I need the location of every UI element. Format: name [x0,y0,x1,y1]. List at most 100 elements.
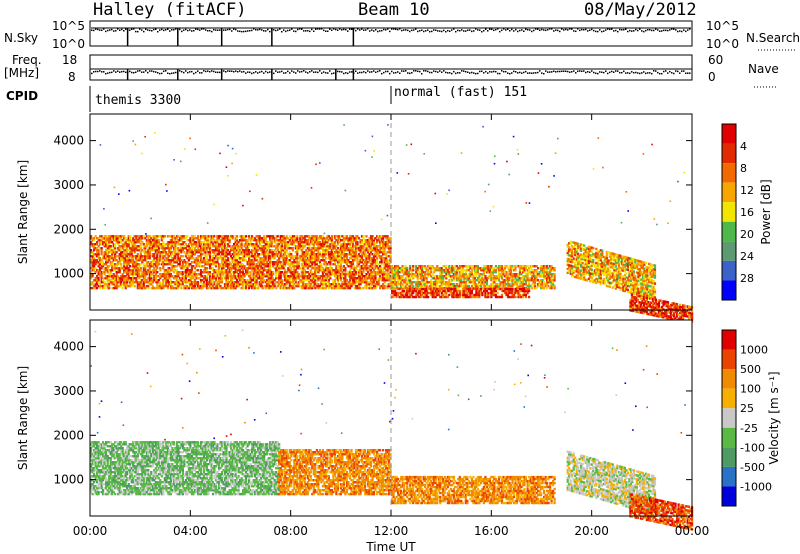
range-gate-cell [284,241,287,244]
range-gate-cell [240,245,243,248]
range-gate-cell [354,243,358,246]
nsky-point [437,30,439,32]
range-gate-cell [282,275,285,278]
range-gate-cell [93,265,96,268]
range-gate-cell [348,277,352,280]
range-gate-cell [284,245,287,248]
range-gate-cell [220,263,224,266]
range-gate-cell [380,239,383,242]
range-gate-cell [233,257,236,260]
range-gate-cell [91,251,94,254]
range-gate-cell [230,275,233,278]
nave-point [635,71,637,74]
range-gate-cell [303,269,306,272]
range-gate-cell [205,263,209,266]
range-gate-cell [156,283,159,286]
range-gate-cell [354,241,358,244]
range-gate-cell [386,235,389,238]
range-gate-cell [243,265,246,268]
range-gate-cell [138,263,141,266]
range-gate-cell [242,273,245,276]
range-gate-cell [345,243,348,246]
range-gate-cell [291,284,294,288]
range-gate-cell [111,237,114,240]
nave-point [543,72,545,75]
nsky-point [641,30,643,32]
range-gate-cell [416,277,419,280]
range-gate-cell [91,275,94,278]
nave-point [255,71,257,73]
range-gate-cell [427,271,430,274]
range-gate-cell [451,271,454,274]
range-gate-cell [336,247,339,250]
range-gate-cell [457,269,460,272]
range-gate-cell [260,239,263,242]
nave-point [565,70,567,73]
range-gate-cell [217,237,221,240]
range-gate-cell [333,281,336,284]
range-gate-cell [359,279,362,282]
range-gate-cell [290,275,293,278]
range-gate-cell [207,283,210,286]
range-gate-cell [222,251,225,254]
nsky-point [281,30,283,33]
range-gate-cell [168,275,171,278]
range-gate-cell [365,267,368,270]
range-gate-cell [377,235,380,238]
range-gate-cell [210,277,213,280]
range-gate-cell [382,271,385,274]
range-gate-cell [162,253,165,256]
range-gate-cell [285,286,288,290]
range-gate-cell [356,261,359,264]
range-gate-cell [108,279,111,282]
range-gate-cell [223,241,227,244]
range-gate-cell [317,237,320,240]
range-gate-cell [351,275,355,278]
range-gate-cell [126,245,129,248]
nave-point [297,70,299,72]
nsky-point [429,30,431,33]
range-gate-cell [284,265,287,268]
range-gate-cell [366,283,370,286]
range-gate-cell [160,245,163,248]
range-gate-cell [208,255,212,258]
range-gate-cell [129,241,132,244]
range-gate-cell [242,269,245,272]
range-gate-cell [249,275,252,278]
range-gate-cell [287,255,290,258]
range-gate-cell [257,267,260,270]
range-gate-cell [306,241,309,244]
range-gate-cell [227,281,230,284]
range-gate-cell [427,281,430,284]
range-gate-cell [309,283,312,286]
range-gate-cell [269,259,272,262]
nsky-point [455,30,457,33]
range-gate-cell [141,235,144,238]
range-gate-cell [442,265,445,268]
range-gate-cell [397,267,400,270]
range-gate-cell [255,255,258,258]
range-gate-cell [353,281,356,284]
range-gate-cell [168,267,171,270]
range-gate-cell [297,245,300,248]
range-gate-cell [287,243,290,246]
range-gate-cell [368,277,371,280]
range-gate-cell [296,247,299,250]
range-gate-cell [369,235,373,238]
range-gate-cell [330,251,333,254]
range-gate-cell [183,281,186,284]
nave-point [417,70,419,73]
range-gate-cell [133,245,136,248]
range-gate-cell [154,243,157,246]
range-gate-cell [394,265,397,268]
range-gate-cell [108,259,111,262]
range-gate-cell [233,243,236,246]
range-gate-cell [199,279,203,282]
range-gate-cell [350,257,353,260]
nsky-point [423,30,425,33]
range-gate-cell [100,275,103,278]
range-gate-cell [372,281,376,284]
range-gate-cell [127,277,130,280]
range-gate-cell [287,286,290,290]
nsky-point [367,28,369,30]
